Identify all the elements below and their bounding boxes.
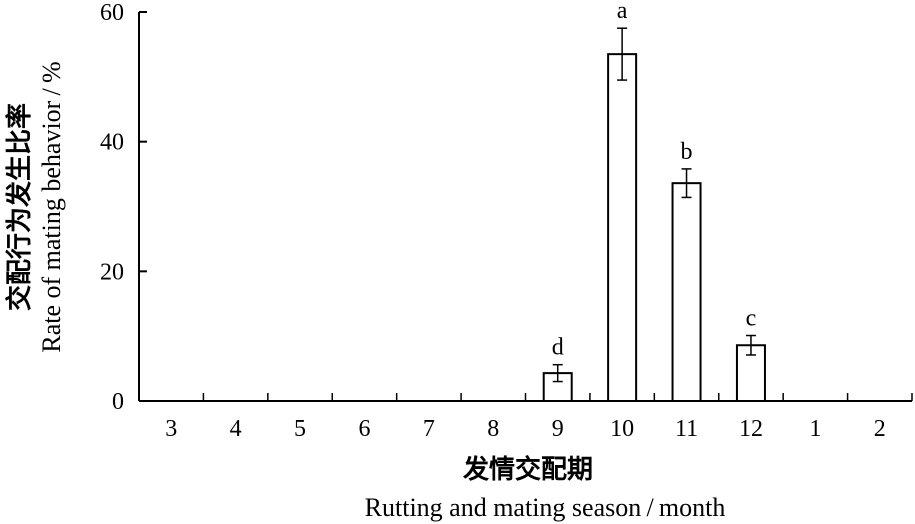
bar <box>671 182 702 402</box>
x-axis-title-en: Rutting and mating season / month <box>365 493 726 522</box>
x-tick-label: 12 <box>739 416 763 442</box>
x-tick-label: 10 <box>610 416 634 442</box>
x-tick-label: 11 <box>675 416 698 442</box>
x-tick-label: 1 <box>809 416 821 442</box>
significance-label: c <box>746 306 757 332</box>
x-tick-label: 2 <box>874 416 886 442</box>
y-axis-title-cn: 交配行为发生比率 <box>4 103 35 311</box>
bar <box>607 53 638 403</box>
y-tick-label: 0 <box>112 389 124 415</box>
significance-label: a <box>617 0 628 24</box>
x-tick-label: 3 <box>165 416 177 442</box>
significance-label: b <box>681 139 693 165</box>
x-tick-label: 4 <box>230 416 242 442</box>
x-tick-label: 8 <box>487 416 499 442</box>
x-tick-label: 6 <box>358 416 370 442</box>
y-tick-label: 20 <box>100 259 124 285</box>
y-tick-label: 60 <box>100 0 124 26</box>
y-axis-title-en: Rate of mating behavior / % <box>37 61 66 352</box>
x-tick-label: 9 <box>552 416 564 442</box>
significance-label: d <box>552 335 564 361</box>
x-tick-label: 7 <box>423 416 435 442</box>
y-tick-label: 40 <box>100 130 124 156</box>
x-tick-label: 5 <box>294 416 306 442</box>
x-axis-title-cn: 发情交配期 <box>462 454 593 485</box>
